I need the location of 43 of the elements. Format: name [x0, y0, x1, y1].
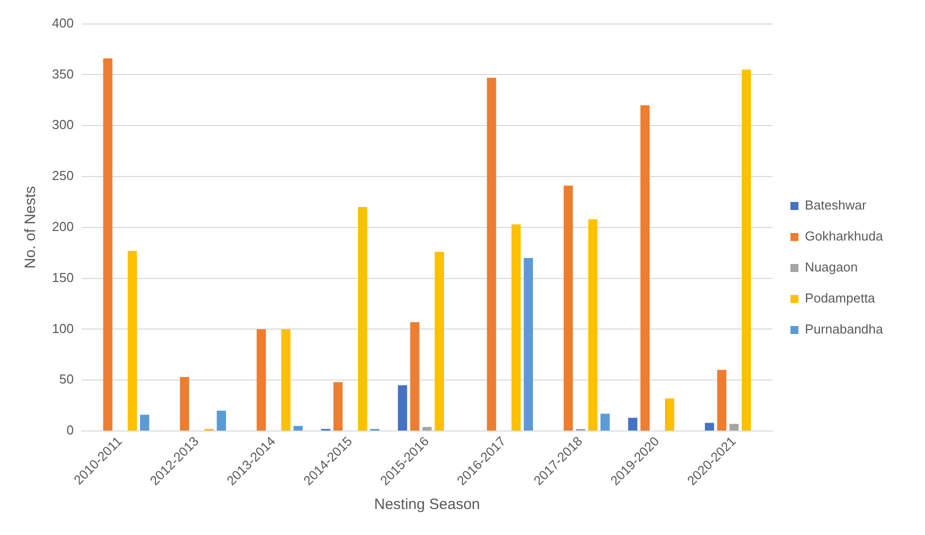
- bar: [398, 385, 408, 431]
- legend-label: Purnabandha: [804, 322, 884, 337]
- bar: [729, 424, 739, 431]
- bar: [422, 426, 432, 431]
- bar: [410, 322, 420, 431]
- bar: [628, 418, 638, 431]
- bar: [742, 70, 751, 431]
- bar: [486, 78, 496, 431]
- y-tick-label: 200: [52, 218, 74, 234]
- bar: [717, 370, 726, 431]
- y-tick-label: 150: [52, 270, 74, 285]
- y-tick-label: 100: [52, 320, 74, 336]
- bar: [524, 258, 533, 431]
- legend-label: Bateshwar: [804, 198, 868, 213]
- bar: [511, 224, 521, 431]
- y-axis-title: No. of Nests: [22, 186, 40, 269]
- bar: [294, 426, 303, 431]
- bar: [216, 410, 226, 431]
- bar: [434, 252, 444, 431]
- bar: [358, 207, 368, 431]
- legend-label: Podampetta: [804, 290, 876, 306]
- bar: [256, 329, 266, 431]
- x-axis-title: Nesting Season: [374, 496, 480, 514]
- bar: [564, 186, 573, 431]
- bar: [640, 105, 650, 431]
- legend-label: Nuagaon: [804, 260, 858, 275]
- legend-label: Gokharkhuda: [804, 228, 884, 244]
- bar: [600, 414, 610, 431]
- bar: [281, 329, 290, 431]
- y-tick-label: 50: [59, 372, 74, 387]
- y-tick-label: 350: [52, 66, 74, 82]
- bar: [333, 382, 343, 431]
- y-tick-label: 400: [52, 15, 74, 30]
- bar: [664, 398, 674, 431]
- y-tick-label: 250: [52, 168, 74, 184]
- bar: [103, 58, 112, 431]
- bar: [704, 422, 714, 431]
- bar: [180, 377, 190, 431]
- y-tick-label: 0: [66, 422, 74, 438]
- bar: [128, 250, 137, 431]
- bar: [588, 219, 598, 431]
- bar: [140, 414, 150, 431]
- y-tick-label: 300: [52, 117, 74, 132]
